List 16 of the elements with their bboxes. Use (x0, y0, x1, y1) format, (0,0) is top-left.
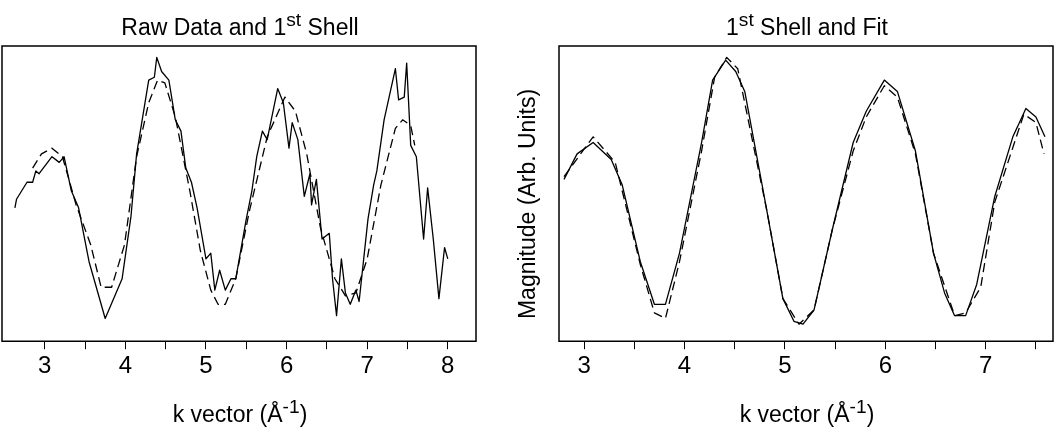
x-tick-label: 6 (279, 351, 294, 379)
x-axis-title: k vector (Å$^{-1}$) (738, 396, 876, 428)
x-tick-label: 5 (778, 351, 792, 379)
x-tick-label: 7 (979, 351, 993, 379)
x-tick-label: 7 (360, 351, 374, 379)
x-tick-label: 3 (38, 351, 52, 379)
chart-title: 1$^{st}$ Shell and Fit (725, 8, 889, 42)
chart-title: Raw Data and 1$^{st}$ Shell (120, 8, 360, 42)
x-tick-label: 5 (199, 351, 213, 379)
x-tick-label: 3 (577, 351, 591, 379)
x-tick-label: 6 (878, 351, 892, 379)
x-tick-label: 4 (677, 351, 692, 379)
x-axis-title: k vector (Å$^{-1}$) (171, 396, 309, 428)
x-tick-label: 8 (441, 351, 455, 379)
y-axis-title: Magnitude (Arb. Units) (513, 87, 541, 322)
x-tick-label: 4 (118, 351, 133, 379)
